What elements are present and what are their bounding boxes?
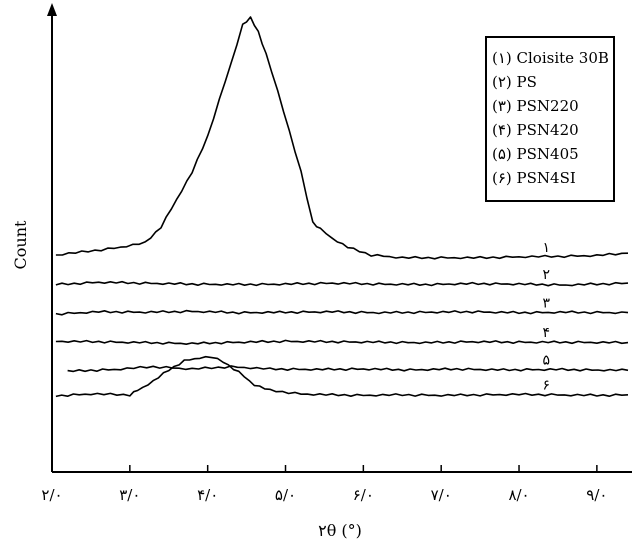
series-label-2: ۲ <box>543 267 551 283</box>
legend-item-1: (۱) Cloisite 30B <box>492 49 609 67</box>
y-axis-arrow <box>47 3 57 16</box>
axes <box>47 3 632 473</box>
series-label-4: ۴ <box>543 325 551 341</box>
x-axis-label: ۲θ (°) <box>318 521 362 540</box>
legend-item-6: (۶) PSN4SI <box>492 169 576 187</box>
series-label-5: ۵ <box>543 352 551 368</box>
x-tick-label: ۲/۰ <box>41 486 62 504</box>
x-tick-label: ۹/۰ <box>586 486 607 504</box>
series-line-1 <box>55 16 629 260</box>
legend: (۱) Cloisite 30B (۲) PS (۳) PSN220 (۴) PSN4… <box>485 36 615 202</box>
legend-item-4: (۴) PSN420 <box>492 121 579 139</box>
series-line-5 <box>67 365 629 373</box>
legend-item-5: (۵) PSN405 <box>492 145 579 163</box>
series-line-2 <box>55 280 629 287</box>
series-line-3 <box>55 309 629 316</box>
x-tick-label: ۷/۰ <box>431 486 452 504</box>
series-label-1: ۱ <box>543 240 551 256</box>
series-line-6 <box>55 355 629 398</box>
series-labels: ۱ ۲ ۳ ۴ ۵ ۶ <box>543 240 551 394</box>
x-tick-label: ۵/۰ <box>275 486 296 504</box>
series-label-6: ۶ <box>543 377 551 393</box>
series-line-4 <box>55 339 629 345</box>
legend-item-2: (۲) PS <box>492 73 537 91</box>
legend-box <box>485 36 615 202</box>
x-tick-label: ۸/۰ <box>508 486 529 504</box>
x-ticks: ۲/۰ ۳/۰ ۴/۰ ۵/۰ ۶/۰ ۷/۰ ۸/۰ ۹/۰ <box>41 465 607 504</box>
x-tick-label: ۶/۰ <box>353 486 374 504</box>
x-tick-label: ۴/۰ <box>197 486 218 504</box>
legend-item-3: (۳) PSN220 <box>492 97 579 115</box>
x-tick-label: ۳/۰ <box>119 486 140 504</box>
y-axis-label: Count <box>11 220 30 269</box>
series-layer <box>55 16 629 398</box>
series-label-3: ۳ <box>543 296 551 312</box>
